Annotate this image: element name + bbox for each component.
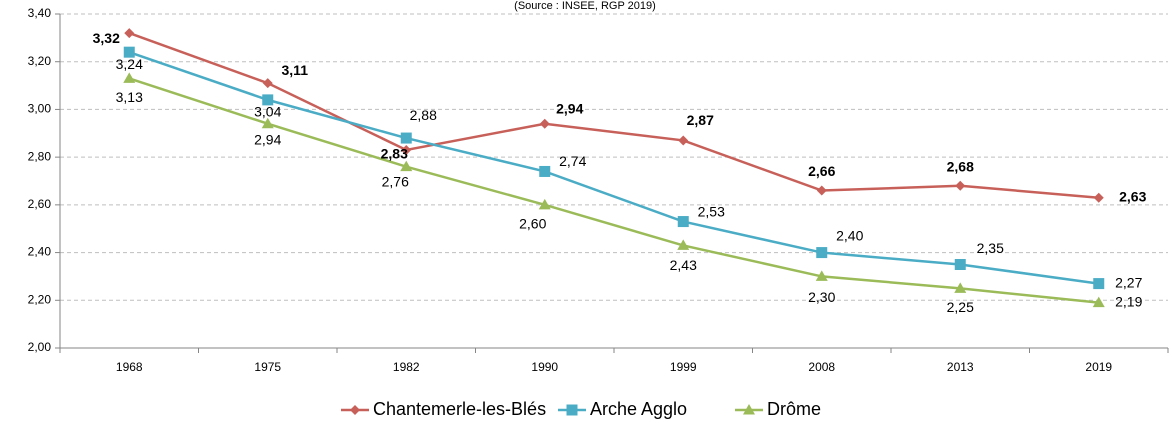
marker [262, 94, 274, 106]
value-label: 3,32 [93, 30, 120, 46]
value-label: 2,68 [947, 158, 974, 174]
marker [123, 72, 136, 83]
value-label: 2,94 [556, 100, 583, 116]
marker [816, 247, 828, 259]
marker [539, 118, 550, 129]
value-label: 2,35 [977, 240, 1004, 256]
value-label: 2,30 [808, 289, 835, 305]
series-line [128, 31, 1099, 199]
y-tick-label: 2,40 [28, 245, 52, 259]
marker [954, 259, 966, 270]
marker [1092, 296, 1105, 308]
legend-label: Chantemerle-les-Blés [373, 399, 546, 419]
x-tick-label: 2013 [947, 360, 974, 374]
y-tick-label: 3,20 [28, 54, 52, 68]
marker [1093, 192, 1104, 203]
value-label: 2,63 [1119, 188, 1146, 204]
legend-marker [350, 405, 360, 415]
legend-label: Drôme [767, 399, 821, 419]
value-label: 2,83 [381, 146, 408, 162]
value-label: 2,66 [808, 163, 835, 179]
marker [124, 28, 135, 39]
x-tick-label: 1999 [670, 360, 697, 374]
series-line [128, 50, 1099, 285]
x-tick-label: 2008 [808, 360, 835, 374]
value-label: 3,04 [254, 104, 281, 120]
marker [954, 282, 967, 293]
y-tick-label: 2,20 [28, 292, 52, 306]
marker [539, 165, 551, 177]
marker [816, 185, 827, 196]
legend: Chantemerle-les-Blés Arche Agglo Drôme [341, 399, 821, 419]
marker [400, 160, 413, 172]
value-label: 2,25 [947, 299, 974, 315]
series-line [128, 77, 1099, 304]
value-label: 3,13 [116, 89, 143, 105]
marker [262, 78, 273, 89]
marker [1093, 278, 1105, 290]
value-label: 2,43 [670, 257, 697, 273]
value-label: 2,87 [687, 112, 714, 128]
marker [123, 46, 135, 58]
value-label: 2,40 [836, 227, 863, 243]
marker [401, 144, 412, 155]
value-label: 2,27 [1115, 274, 1142, 290]
marker [815, 270, 828, 281]
value-label: 2,19 [1115, 293, 1142, 309]
value-label: 2,60 [519, 216, 546, 232]
y-tick-label: 2,80 [28, 149, 52, 163]
marker [678, 135, 689, 146]
x-tick-label: 1975 [254, 360, 281, 374]
marker [400, 132, 412, 144]
y-tick-label: 3,00 [28, 102, 52, 116]
x-tick-label: 1968 [116, 360, 143, 374]
legend-marker [566, 404, 578, 416]
chart-subtitle: (Source : INSEE, RGP 2019) [514, 0, 656, 12]
value-label: 3,11 [282, 62, 309, 78]
x-tick-label: 2019 [1085, 360, 1112, 374]
y-tick-label: 2,00 [28, 340, 52, 354]
y-tick-label: 2,60 [28, 197, 52, 211]
x-tick-label: 1990 [531, 360, 558, 374]
legend-marker [743, 404, 755, 415]
marker [261, 117, 274, 129]
value-label: 2,76 [382, 173, 409, 189]
x-tick-label: 1982 [393, 360, 420, 374]
y-tick-label: 3,40 [28, 6, 52, 20]
value-label: 2,94 [254, 131, 281, 147]
value-label: 3,24 [116, 56, 143, 72]
marker [677, 239, 690, 250]
value-label: 2,88 [410, 107, 437, 123]
marker [677, 216, 689, 228]
marker [538, 198, 551, 210]
legend-label: Arche Agglo [590, 399, 687, 419]
marker [955, 180, 966, 191]
value-label: 2,74 [559, 153, 586, 169]
value-label: 2,53 [698, 203, 725, 219]
